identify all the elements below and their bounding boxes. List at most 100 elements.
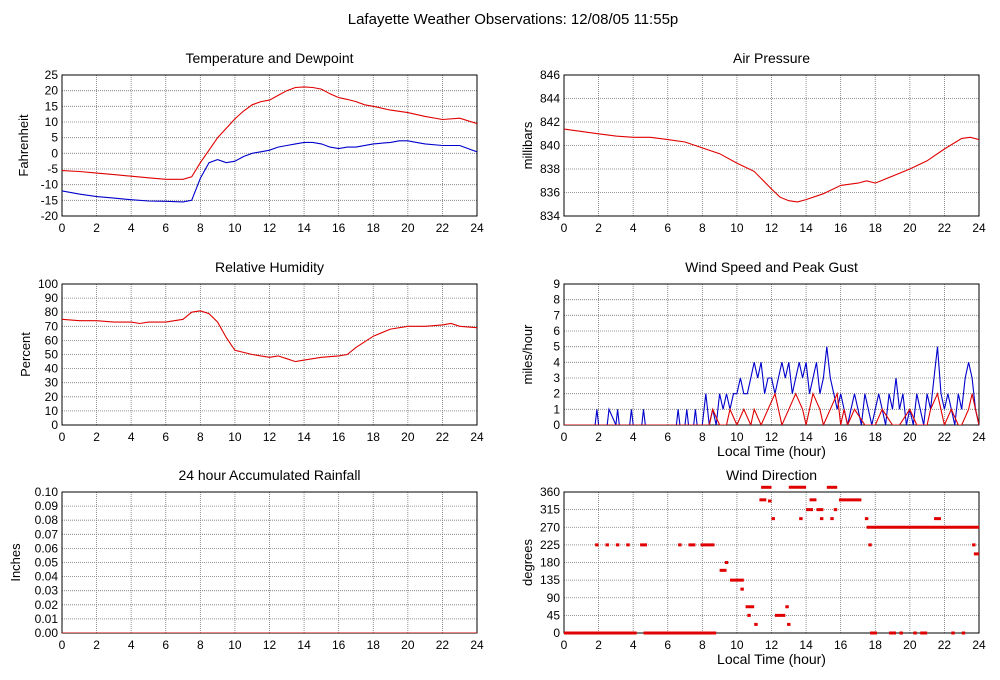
x-tick-label: 8 [699,638,706,652]
y-tick-label: 40 [45,362,59,376]
plot-frame [563,283,980,426]
y-tick-label: 25 [45,68,59,82]
x-tick-label: 6 [664,221,671,235]
y-tick-label: 840 [540,139,560,153]
data-series-1 [62,140,477,203]
x-tick-label: 16 [834,638,848,652]
plot-frame [61,283,478,426]
x-tick-label: 22 [938,638,952,652]
y-tick-label: 70 [45,319,59,333]
x-tick-label: 20 [903,638,917,652]
x-tick-label: 0 [59,638,66,652]
x-tick-label: 14 [799,221,813,235]
x-tick-label: 6 [664,430,671,444]
x-tick-label: 24 [470,221,484,235]
x-axis-label: Local Time (hour) [717,443,826,459]
y-tick-label: 834 [540,209,560,223]
x-tick-label: 0 [561,221,568,235]
x-tick-label: 18 [869,221,883,235]
x-tick-label: 2 [93,430,100,444]
y-tick-label: 1 [553,402,560,416]
x-tick-label: 22 [938,430,952,444]
y-tick-label: 842 [540,115,560,129]
y-tick-label: 0 [51,146,58,160]
x-tick-label: 24 [972,638,986,652]
x-tick-label: 14 [297,221,311,235]
y-tick-label: 50 [45,348,59,362]
page-title: Lafayette Weather Observations: 12/08/05… [348,11,679,28]
chart-title: 24 hour Accumulated Rainfall [178,467,360,483]
y-axis-label: degrees [520,539,535,586]
y-tick-label: 20 [45,84,59,98]
x-tick-label: 16 [332,638,346,652]
y-tick-label: 180 [540,556,560,570]
y-tick-label: -5 [47,162,58,176]
y-tick-label: 30 [45,376,59,390]
y-tick-label: 10 [45,404,59,418]
y-axis-label: miles/hour [520,324,535,385]
x-tick-label: 6 [664,638,671,652]
data-series-1 [564,391,979,425]
y-tick-label: 60 [45,333,59,347]
y-tick-label: 15 [45,99,59,113]
y-tick-label: 20 [45,390,59,404]
x-tick-label: 8 [197,430,204,444]
data-series-0 [564,346,979,425]
y-tick-label: 0.09 [35,499,59,513]
x-tick-label: 12 [263,221,277,235]
y-axis-label: Percent [18,332,33,377]
y-tick-label: 6 [553,324,560,338]
chart-title: Temperature and Dewpoint [185,50,353,66]
data-series-0 [62,310,477,363]
x-tick-label: 6 [162,430,169,444]
x-tick-label: 8 [699,430,706,444]
x-tick-label: 18 [367,430,381,444]
y-tick-label: 90 [45,291,59,305]
data-series-0 [62,86,477,180]
y-tick-label: 5 [553,340,560,354]
y-tick-label: 4 [553,355,560,369]
x-tick-label: 14 [799,638,813,652]
x-tick-label: 10 [730,221,744,235]
y-tick-label: 0.03 [35,584,59,598]
x-tick-label: 24 [470,430,484,444]
x-tick-label: 2 [595,638,602,652]
y-tick-label: 135 [540,573,560,587]
y-tick-label: 0.08 [35,513,59,527]
x-tick-label: 8 [699,221,706,235]
chart-title: Relative Humidity [215,259,324,275]
y-tick-label: 10 [45,115,59,129]
y-tick-label: 0 [553,418,560,432]
x-tick-label: 10 [730,430,744,444]
y-tick-label: 3 [553,371,560,385]
y-tick-label: 2 [553,387,560,401]
y-tick-label: 80 [45,305,59,319]
x-tick-label: 0 [561,430,568,444]
y-tick-label: -15 [41,193,59,207]
y-tick-label: -20 [41,209,59,223]
y-tick-label: 315 [540,503,560,517]
y-tick-label: 838 [540,162,560,176]
x-tick-label: 14 [297,430,311,444]
x-tick-label: 10 [228,638,242,652]
x-tick-label: 14 [297,638,311,652]
y-tick-label: 360 [540,485,560,499]
y-tick-label: 9 [553,277,560,291]
x-tick-label: 0 [561,638,568,652]
x-tick-label: 20 [401,430,415,444]
x-tick-label: 12 [765,430,779,444]
chart-title: Air Pressure [733,50,810,66]
y-axis-label: millibars [520,121,535,169]
x-tick-label: 16 [332,221,346,235]
x-tick-label: 16 [834,221,848,235]
x-tick-label: 6 [162,221,169,235]
y-axis-label: Inches [8,543,23,582]
y-tick-label: 0.10 [35,485,59,499]
y-tick-label: 836 [540,186,560,200]
